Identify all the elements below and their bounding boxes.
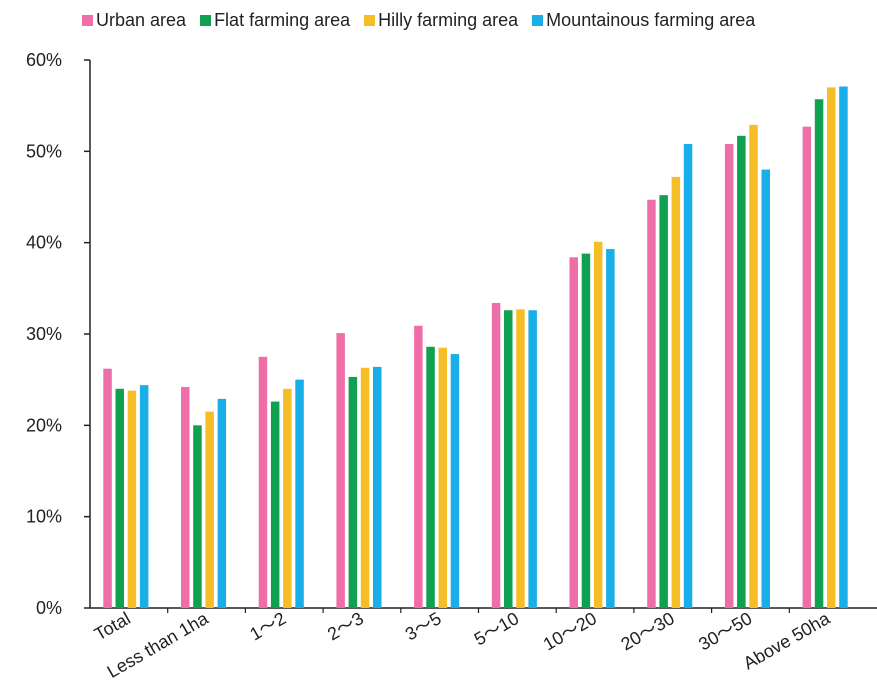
legend-swatch-urban xyxy=(82,15,93,26)
bar-1-2 xyxy=(181,386,190,608)
bar-3-7 xyxy=(593,241,603,608)
chart-legend: Urban area Flat farming area Hilly farmi… xyxy=(82,10,755,31)
x-category-label: 2～3 xyxy=(324,608,367,644)
bar-4-9 xyxy=(761,169,770,608)
x-category-label: 3～5 xyxy=(402,608,445,644)
bar-3-2 xyxy=(205,411,214,608)
legend-item-mountainous: Mountainous farming area xyxy=(532,10,755,31)
bar-3-4 xyxy=(360,367,370,608)
bar-1-10 xyxy=(802,126,812,608)
bar-4-3 xyxy=(295,379,304,608)
legend-item-flat: Flat farming area xyxy=(200,10,350,31)
bar-2-9 xyxy=(737,135,746,608)
bar-3-10 xyxy=(827,87,836,608)
bar-1-9 xyxy=(724,144,734,608)
bar-1-7 xyxy=(569,257,578,608)
bar-1-3 xyxy=(258,356,268,608)
y-tick-label: 0% xyxy=(36,598,62,618)
legend-swatch-hilly xyxy=(364,15,376,26)
bar-4-1 xyxy=(139,385,149,608)
bar-4-8 xyxy=(683,144,693,608)
legend-item-urban: Urban area xyxy=(82,10,186,31)
y-tick-label: 30% xyxy=(26,324,62,344)
bar-1-6 xyxy=(491,302,501,608)
bar-2-3 xyxy=(270,401,280,608)
x-category-label: 5～10 xyxy=(471,608,523,649)
bar-2-1 xyxy=(115,388,124,608)
legend-label-mountainous: Mountainous farming area xyxy=(546,10,756,30)
x-category-label: 20～30 xyxy=(617,608,677,654)
bar-1-1 xyxy=(103,368,112,608)
bar-4-2 xyxy=(217,398,227,608)
bar-3-3 xyxy=(283,388,292,608)
legend-label-urban: Urban area xyxy=(96,10,187,30)
legend-label-hilly: Hilly farming area xyxy=(378,10,519,30)
y-tick-label: 50% xyxy=(26,141,62,161)
bar-1-5 xyxy=(414,325,423,608)
bar-3-9 xyxy=(749,124,758,608)
x-category-label: Above 50ha xyxy=(740,608,834,674)
bar-4-7 xyxy=(606,249,615,608)
bar-4-6 xyxy=(528,310,537,608)
bar-4-10 xyxy=(839,86,848,608)
bar-3-8 xyxy=(671,176,681,608)
bar-2-8 xyxy=(659,195,668,608)
y-tick-label: 60% xyxy=(26,50,62,70)
y-tick-label: 40% xyxy=(26,233,62,253)
bar-2-10 xyxy=(814,99,824,609)
x-category-label: 30～50 xyxy=(695,608,755,654)
y-tick-label: 10% xyxy=(26,507,62,527)
legend-item-hilly: Hilly farming area xyxy=(364,10,518,31)
bar-1-4 xyxy=(336,333,345,608)
bar-2-4 xyxy=(348,376,358,608)
bar-2-6 xyxy=(504,310,513,608)
legend-label-flat: Flat farming area xyxy=(214,10,351,30)
bar-3-1 xyxy=(127,390,137,608)
bar-4-4 xyxy=(373,366,382,608)
x-category-label: Total xyxy=(91,608,134,644)
bar-4-5 xyxy=(450,354,460,608)
bar-2-7 xyxy=(581,253,591,609)
bar-2-5 xyxy=(426,346,435,608)
x-category-label: 1～2 xyxy=(246,608,289,644)
bar-2-2 xyxy=(193,425,202,608)
legend-swatch-flat xyxy=(200,15,212,26)
y-tick-label: 20% xyxy=(26,415,62,435)
legend-swatch-mountainous xyxy=(532,15,544,26)
bar-3-6 xyxy=(516,309,525,608)
x-category-label: 10～20 xyxy=(540,608,600,654)
bar-3-5 xyxy=(438,347,447,608)
bar-1-8 xyxy=(647,199,656,609)
